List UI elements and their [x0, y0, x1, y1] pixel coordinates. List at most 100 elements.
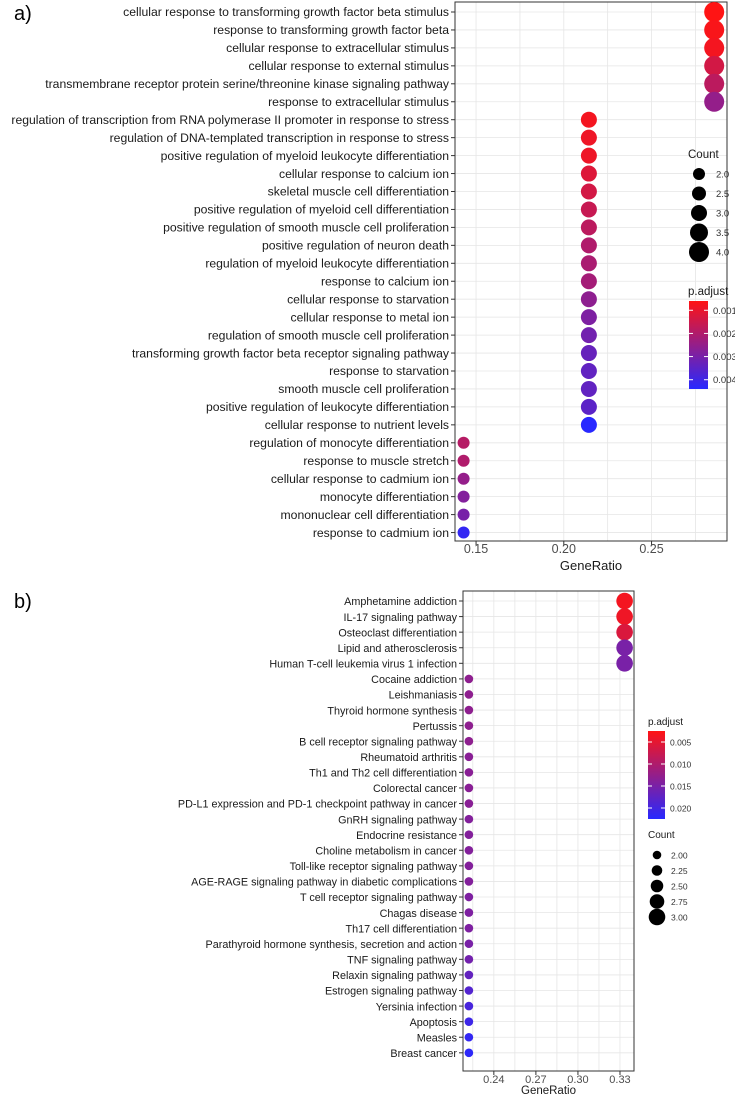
category-label: Relaxin signaling pathway: [332, 970, 457, 982]
category-label: response to cadmium ion: [313, 526, 449, 540]
category-label: cellular response to transforming growth…: [123, 5, 449, 19]
color-legend-label: 0.005: [670, 738, 692, 748]
size-legend-key: [692, 186, 706, 201]
color-legend-title: p.adjust: [648, 717, 683, 728]
x-tick-label: 0.24: [483, 1074, 504, 1086]
data-point: [616, 655, 633, 672]
data-point: [464, 1032, 474, 1042]
data-point: [464, 690, 474, 699]
category-label: response to calcium ion: [321, 274, 449, 288]
x-tick-label: 0.15: [464, 542, 488, 556]
category-label: cellular response to extracellular stimu…: [226, 41, 449, 55]
data-point: [580, 255, 597, 272]
data-point: [580, 273, 597, 290]
data-point: [464, 674, 474, 684]
data-point: [580, 309, 597, 326]
x-tick-label: 0.33: [609, 1074, 630, 1086]
data-point: [457, 508, 470, 521]
x-tick-label: 0.25: [639, 542, 663, 556]
category-label: regulation of myeloid leukocyte differen…: [205, 257, 449, 271]
category-label: GnRH signaling pathway: [338, 814, 457, 826]
data-point: [464, 955, 474, 964]
category-label: cellular response to cadmium ion: [271, 472, 449, 486]
data-point: [616, 623, 633, 641]
category-label: cellular response to external stimulus: [248, 59, 449, 73]
data-point: [464, 1048, 474, 1058]
data-point: [464, 1017, 474, 1026]
category-label: B cell receptor signaling pathway: [299, 736, 457, 748]
category-label: IL-17 signaling pathway: [344, 612, 458, 624]
category-label: cellular response to nutrient levels: [265, 418, 449, 432]
size-legend-label: 3.0: [716, 209, 729, 220]
data-point: [704, 2, 725, 22]
gridlines: [463, 591, 634, 1071]
plot-area: [463, 591, 634, 1071]
size-legend-label: 2.00: [671, 851, 688, 861]
x-tick-label: 0.30: [567, 1074, 588, 1086]
data-point: [464, 908, 474, 917]
category-label: transmembrane receptor protein serine/th…: [45, 77, 450, 91]
size-legend-label: 2.5: [716, 189, 729, 200]
data-point: [704, 19, 725, 40]
category-label: Colorectal cancer: [373, 783, 457, 795]
data-point: [464, 783, 474, 793]
data-point: [464, 845, 474, 855]
category-label: Toll-like receptor signaling pathway: [290, 861, 458, 873]
category-label: cellular response to calcium ion: [279, 167, 449, 181]
data-point: [464, 892, 474, 902]
size-legend-key: [689, 242, 709, 262]
data-point: [580, 147, 597, 164]
data-point: [457, 526, 470, 539]
category-label: monocyte differentiation: [320, 490, 449, 504]
data-point: [580, 165, 597, 182]
category-label: Measles: [417, 1032, 458, 1044]
category-label: response to extracellular stimulus: [268, 95, 449, 109]
category-label: cellular response to metal ion: [290, 310, 449, 324]
category-label: AGE-RAGE signaling pathway in diabetic c…: [191, 877, 457, 889]
size-legend-title: Count: [688, 149, 719, 161]
category-label: Parathyroid hormone synthesis, secretion…: [206, 939, 457, 951]
color-bar: [648, 731, 665, 819]
data-point: [464, 705, 474, 715]
category-label: response to transforming growth factor b…: [213, 23, 449, 37]
size-legend-key: [648, 908, 666, 926]
data-point: [704, 73, 725, 94]
category-label: positive regulation of neuron death: [262, 239, 449, 253]
category-label: regulation of DNA-templated transcriptio…: [110, 131, 449, 145]
category-label: positive regulation of myeloid cell diff…: [194, 203, 449, 217]
color-legend-label: 0.001: [713, 306, 735, 317]
size-legend-label: 2.50: [671, 882, 688, 892]
size-legend-key: [652, 850, 662, 860]
data-point: [464, 861, 474, 871]
data-point: [580, 219, 597, 236]
data-point: [580, 201, 597, 218]
color-legend-title: p.adjust: [688, 286, 729, 298]
data-point: [580, 129, 597, 146]
category-label: Chagas disease: [380, 908, 457, 920]
data-point: [580, 398, 597, 415]
category-label: Leishmaniasis: [389, 690, 458, 702]
data-point: [464, 1001, 474, 1011]
data-point: [464, 877, 474, 886]
category-label: positive regulation of smooth muscle cel…: [163, 221, 449, 235]
size-legend-label: 2.75: [671, 897, 688, 907]
category-label: cellular response to starvation: [287, 292, 449, 306]
color-bar: [689, 301, 708, 389]
data-point: [704, 55, 725, 76]
data-point: [464, 986, 474, 995]
category-label: Thyroid hormone synthesis: [327, 705, 457, 717]
data-point: [580, 363, 597, 379]
color-legend-label: 0.020: [670, 804, 692, 814]
data-point: [580, 237, 597, 254]
x-tick-label: 0.27: [525, 1074, 546, 1086]
size-legend: Count 2.00 2.25 2.50 2.75 3.00: [648, 830, 688, 926]
data-point: [580, 291, 597, 308]
data-point: [457, 454, 470, 467]
size-legend-key: [691, 205, 707, 221]
color-legend: p.adjust 0.005 0.010 0.015 0.020: [648, 717, 692, 819]
category-label: T cell receptor signaling pathway: [300, 892, 458, 904]
data-point: [464, 939, 474, 949]
category-label: transforming growth factor beta receptor…: [132, 346, 450, 360]
data-point: [464, 752, 474, 762]
